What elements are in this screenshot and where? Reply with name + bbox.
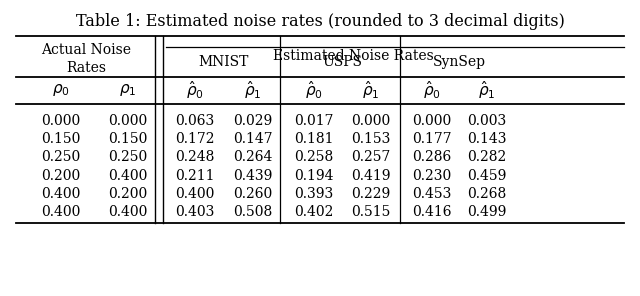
Text: 0.250: 0.250 xyxy=(108,150,148,164)
Text: 0.400: 0.400 xyxy=(175,187,215,201)
Text: $\hat{\rho}_1$: $\hat{\rho}_1$ xyxy=(244,79,262,101)
Text: 0.416: 0.416 xyxy=(412,205,452,219)
Text: 0.260: 0.260 xyxy=(233,187,273,201)
Text: 0.194: 0.194 xyxy=(294,169,333,183)
Text: 0.403: 0.403 xyxy=(175,205,215,219)
Text: MNIST: MNIST xyxy=(199,55,249,69)
Text: $\hat{\rho}_0$: $\hat{\rho}_0$ xyxy=(423,79,441,101)
Text: 0.229: 0.229 xyxy=(351,187,391,201)
Text: USPS: USPS xyxy=(323,55,362,69)
Text: 0.017: 0.017 xyxy=(294,114,333,128)
Text: 0.172: 0.172 xyxy=(175,132,215,146)
Text: 0.439: 0.439 xyxy=(233,169,273,183)
Text: 0.248: 0.248 xyxy=(175,150,215,164)
Text: $\hat{\rho}_0$: $\hat{\rho}_0$ xyxy=(305,79,323,101)
Text: SynSep: SynSep xyxy=(433,55,486,69)
Text: 0.286: 0.286 xyxy=(412,150,452,164)
Text: 0.000: 0.000 xyxy=(412,114,452,128)
Text: 0.029: 0.029 xyxy=(233,114,273,128)
Text: 0.400: 0.400 xyxy=(41,187,81,201)
Text: 0.459: 0.459 xyxy=(467,169,506,183)
Text: 0.063: 0.063 xyxy=(175,114,215,128)
Text: $\hat{\rho}_0$: $\hat{\rho}_0$ xyxy=(186,79,204,101)
Text: 0.402: 0.402 xyxy=(294,205,333,219)
Text: Table 1: Estimated noise rates (rounded to 3 decimal digits): Table 1: Estimated noise rates (rounded … xyxy=(76,13,564,30)
Text: 0.181: 0.181 xyxy=(294,132,333,146)
Text: 0.257: 0.257 xyxy=(351,150,391,164)
Text: 0.143: 0.143 xyxy=(467,132,506,146)
Text: 0.268: 0.268 xyxy=(467,187,506,201)
Text: Estimated Noise Rates: Estimated Noise Rates xyxy=(273,49,434,63)
Text: 0.400: 0.400 xyxy=(108,205,148,219)
Text: 0.508: 0.508 xyxy=(233,205,273,219)
Text: 0.264: 0.264 xyxy=(233,150,273,164)
Text: 0.000: 0.000 xyxy=(351,114,391,128)
Text: 0.000: 0.000 xyxy=(108,114,148,128)
Text: 0.177: 0.177 xyxy=(412,132,452,146)
Text: 0.003: 0.003 xyxy=(467,114,506,128)
Text: 0.000: 0.000 xyxy=(41,114,81,128)
Text: 0.515: 0.515 xyxy=(351,205,391,219)
Text: 0.147: 0.147 xyxy=(233,132,273,146)
Text: 0.200: 0.200 xyxy=(41,169,81,183)
Text: $\rho_1$: $\rho_1$ xyxy=(119,82,137,98)
Text: 0.258: 0.258 xyxy=(294,150,333,164)
Text: 0.453: 0.453 xyxy=(412,187,452,201)
Text: Rates: Rates xyxy=(67,61,106,75)
Text: 0.400: 0.400 xyxy=(108,169,148,183)
Text: 0.150: 0.150 xyxy=(41,132,81,146)
Text: 0.400: 0.400 xyxy=(41,205,81,219)
Text: 0.282: 0.282 xyxy=(467,150,506,164)
Text: 0.230: 0.230 xyxy=(412,169,452,183)
Text: $\hat{\rho}_1$: $\hat{\rho}_1$ xyxy=(362,79,380,101)
Text: 0.419: 0.419 xyxy=(351,169,391,183)
Text: $\hat{\rho}_1$: $\hat{\rho}_1$ xyxy=(477,79,495,101)
Text: 0.150: 0.150 xyxy=(108,132,148,146)
Text: 0.393: 0.393 xyxy=(294,187,333,201)
Text: 0.211: 0.211 xyxy=(175,169,215,183)
Text: 0.499: 0.499 xyxy=(467,205,506,219)
Text: $\rho_0$: $\rho_0$ xyxy=(52,82,70,98)
Text: Actual Noise: Actual Noise xyxy=(42,43,131,57)
Text: 0.250: 0.250 xyxy=(41,150,81,164)
Text: 0.153: 0.153 xyxy=(351,132,391,146)
Text: 0.200: 0.200 xyxy=(108,187,148,201)
